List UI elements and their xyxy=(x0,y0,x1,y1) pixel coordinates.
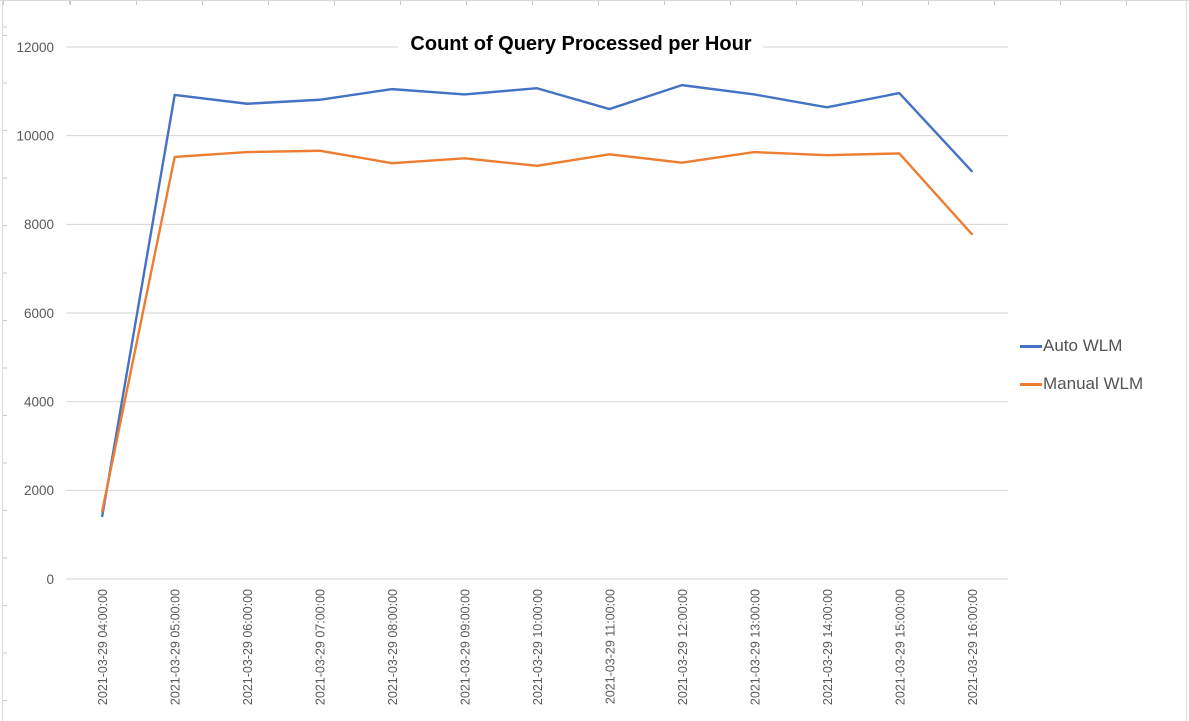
x-axis-tick-label: 2021-03-29 06:00:00 xyxy=(241,589,255,705)
x-axis-tick-label: 2021-03-29 05:00:00 xyxy=(169,589,183,705)
y-axis-tick-label: 6000 xyxy=(24,306,54,321)
x-axis-tick-label: 2021-03-29 15:00:00 xyxy=(893,589,907,705)
spreadsheet-row-ticks xyxy=(2,0,8,721)
legend-item-auto-wlm: Auto WLM xyxy=(1020,327,1143,365)
auto-wlm-line-marker xyxy=(1020,344,1042,348)
y-axis-tick-label: 0 xyxy=(46,572,54,587)
series-line-auto-wlm xyxy=(101,83,973,518)
series-line-manual-wlm xyxy=(101,149,973,513)
y-axis-tick-label: 2000 xyxy=(24,483,54,498)
legend: Auto WLM Manual WLM xyxy=(1020,327,1143,403)
x-axis-tick-label: 2021-03-29 11:00:00 xyxy=(603,589,617,704)
y-axis-tick-label: 8000 xyxy=(24,217,54,232)
x-axis-tick-label: 2021-03-29 14:00:00 xyxy=(821,589,835,705)
x-axis-tick-label: 2021-03-29 13:00:00 xyxy=(748,589,762,705)
x-axis-tick-label: 2021-03-29 09:00:00 xyxy=(459,589,473,705)
x-axis-tick-label: 2021-03-29 16:00:00 xyxy=(966,589,980,705)
x-axis-tick-label: 2021-03-29 08:00:00 xyxy=(386,589,400,705)
legend-label: Auto WLM xyxy=(1043,336,1123,355)
x-axis-tick-label: 2021-03-29 07:00:00 xyxy=(314,589,328,705)
x-axis-tick-label: 2021-03-29 10:00:00 xyxy=(531,589,545,705)
y-axis-tick-label: 12000 xyxy=(16,40,54,55)
x-axis-tick-label: 2021-03-29 04:00:00 xyxy=(96,589,110,705)
manual-wlm-line-marker xyxy=(1020,382,1042,386)
y-axis-tick-label: 4000 xyxy=(24,394,54,409)
legend-item-manual-wlm: Manual WLM xyxy=(1020,365,1143,403)
x-axis-tick-label: 2021-03-29 12:00:00 xyxy=(676,589,690,705)
y-axis-tick-label: 10000 xyxy=(16,128,54,143)
legend-label: Manual WLM xyxy=(1043,374,1144,393)
spreadsheet-column-ticks xyxy=(0,0,1189,6)
spreadsheet-right-border xyxy=(1186,0,1187,721)
chart-title: Count of Query Processed per Hour xyxy=(398,31,764,57)
